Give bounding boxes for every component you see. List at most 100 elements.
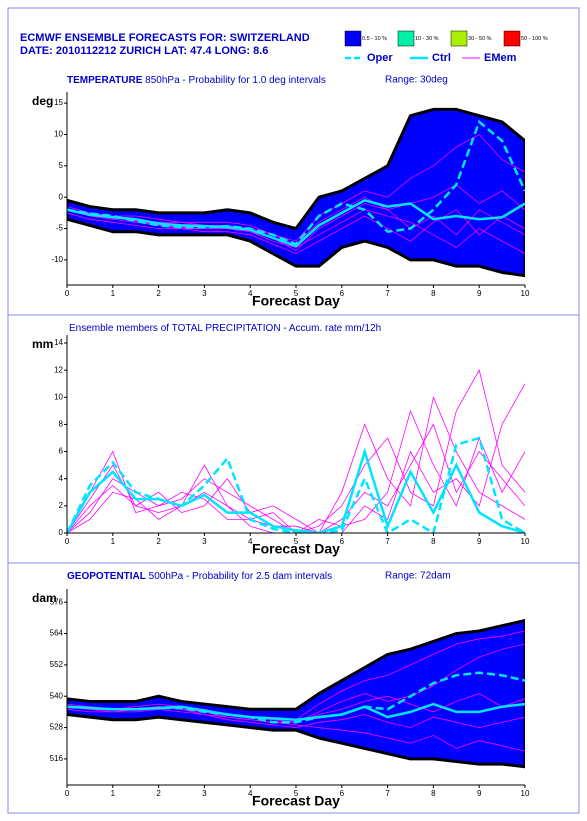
y-tick-label: 5 [59,161,64,170]
header-subtitle: DATE: 2010112212 ZURICH LAT: 47.4 LONG: … [20,45,268,57]
chart-title-text: 500hPa - Probability for 2.5 dam interva… [146,571,332,582]
y-tick-label: 8 [59,420,64,429]
x-tick-label: 0 [65,537,70,546]
header-title: ECMWF ENSEMBLE FORECASTS FOR: SWITZERLAN… [20,32,310,44]
probability-envelope [67,107,525,278]
y-axis-label: deg [32,94,53,108]
ensemble-member [67,395,525,533]
outer-frame [7,7,580,814]
ensemble-member [67,708,525,729]
x-tick-label: 1 [111,789,116,798]
ensemble-member [67,409,525,533]
y-tick-label: 552 [50,660,64,669]
y-tick-label: 6 [59,447,64,456]
legend-swatch [503,30,521,47]
x-tick-label: 8 [431,789,436,798]
chart-title: TEMPERATURE 850hPa - Probability for 1.0… [67,75,326,86]
oper-line [67,671,525,724]
x-tick-label: 1 [111,289,116,298]
x-tick-label: 9 [477,789,482,798]
x-axis-label: Forecast Day [252,793,340,809]
chart-range: Range: 72dam [385,571,451,582]
x-tick-label: 2 [156,537,161,546]
ctrl-line [67,447,525,533]
y-tick-label: 15 [54,98,63,107]
chart-title-bold: GEOPOTENTIAL [67,571,146,582]
x-tick-label: 10 [521,537,530,546]
x-tick-label: 0 [65,789,70,798]
x-axis-label: Forecast Day [252,293,340,309]
x-tick-label: 5 [294,789,299,798]
x-tick-label: 9 [477,289,482,298]
probability-envelope [67,619,525,769]
x-tick-label: 4 [248,289,253,298]
ensemble-member [67,383,525,533]
x-tick-label: 2 [156,789,161,798]
oper-line [67,436,525,533]
x-tick-label: 5 [294,537,299,546]
y-axis-label: dam [32,591,57,605]
y-tick-label: -10 [51,255,63,264]
y-tick-label: 10 [54,130,63,139]
x-tick-label: 3 [202,789,207,798]
y-tick-label: 576 [50,597,64,606]
y-tick-label: 2 [59,501,64,510]
legend-label: 50 - 100 % [521,36,548,42]
x-tick-label: 10 [521,789,530,798]
y-tick-label: 0 [59,192,64,201]
y-tick-label: 564 [50,629,64,638]
ctrl-line [67,198,525,248]
x-tick-label: 10 [521,289,530,298]
legend-label: EMem [484,52,517,64]
ensemble-member [67,209,525,255]
x-tick-label: 6 [340,289,345,298]
x-tick-label: 7 [385,289,390,298]
x-tick-label: 8 [431,289,436,298]
legend-label: Oper [367,52,393,64]
chart-title: GEOPOTENTIAL 500hPa - Probability for 2.… [67,571,332,582]
x-tick-label: 1 [111,537,116,546]
x-axis-label: Forecast Day [252,541,340,557]
legend-swatch [344,30,362,47]
x-tick-label: 4 [248,789,253,798]
ensemble-member [67,133,525,242]
plot-area [67,107,525,278]
y-tick-label: 4 [59,474,64,483]
x-tick-label: 7 [385,537,390,546]
chart-title: Ensemble members of TOTAL PRECIPITATION … [69,323,381,334]
x-tick-label: 5 [294,289,299,298]
x-tick-label: 6 [340,789,345,798]
y-tick-label: 10 [54,392,63,401]
x-tick-label: 3 [202,289,207,298]
legend-label: Ctrl [432,52,451,64]
y-tick-label: 528 [50,723,64,732]
x-tick-label: 3 [202,537,207,546]
x-tick-label: 9 [477,537,482,546]
chart-title-bold: TEMPERATURE [67,75,143,86]
legend-swatch [450,30,468,47]
x-tick-label: 6 [340,537,345,546]
y-tick-label: 14 [54,338,63,347]
x-tick-label: 4 [248,537,253,546]
oper-line [67,119,525,246]
chart-title-text: 850hPa - Probability for 1.0 deg interva… [142,75,325,86]
y-tick-label: -5 [56,224,64,233]
y-tick-label: 0 [59,528,64,537]
y-tick-label: 12 [54,365,63,374]
plot-area [67,619,525,769]
ensemble-member [67,369,525,533]
legend-label: 10 - 30 % [415,36,439,42]
chart-range: Range: 30deg [385,75,448,86]
legend-label: 0.5 - 10 % [362,36,387,42]
y-tick-label: 516 [50,754,64,763]
y-axis-label: mm [32,337,53,351]
x-tick-label: 8 [431,537,436,546]
x-tick-label: 7 [385,789,390,798]
x-tick-label: 0 [65,289,70,298]
y-tick-label: 540 [50,691,64,700]
legend-label: 30 - 50 % [468,36,492,42]
plot-area [67,369,525,533]
x-tick-label: 2 [156,289,161,298]
